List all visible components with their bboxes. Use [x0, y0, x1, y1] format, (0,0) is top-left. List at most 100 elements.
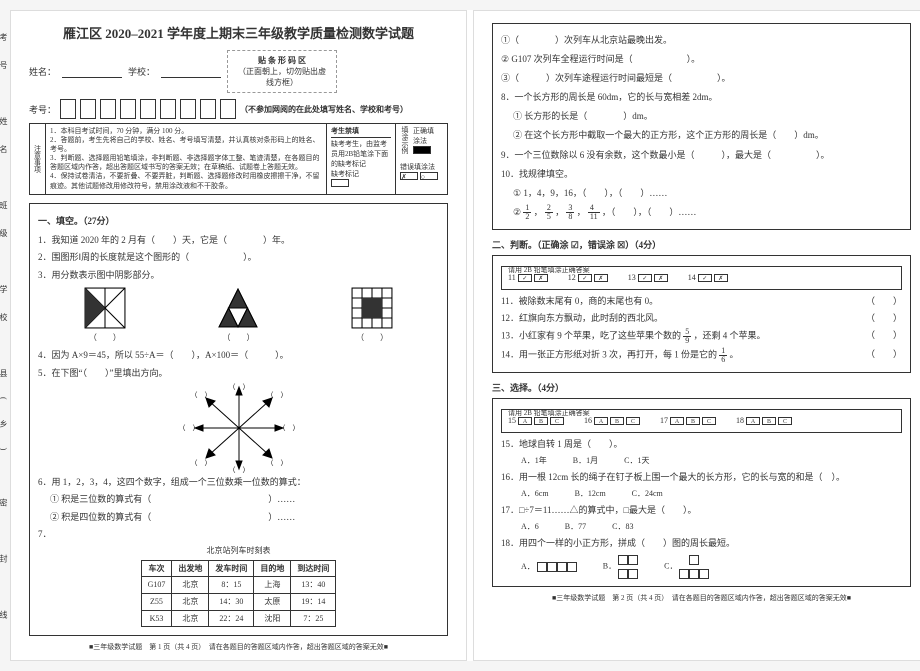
q14a: 14．用一张正方形纸对折 3 次，再打开，每 1 份是它的 — [501, 350, 717, 360]
opt: B．77 — [565, 520, 586, 534]
paren: （ ） — [866, 311, 902, 326]
ticket-row: 考号： （不参加网阅的在此处填写姓名、学校和考号） — [29, 99, 448, 119]
fill-mark-correct — [413, 146, 431, 154]
ticket-cell[interactable] — [80, 99, 96, 119]
ticket-cell[interactable] — [200, 99, 216, 119]
opt-true[interactable]: ✓ — [638, 274, 652, 282]
section3-box: 请用 2B 铅笔填涂正确答案 15 A B C 16 A B C 17 A B … — [492, 398, 911, 587]
name-school-row: 姓名： 学校： 贴 条 形 码 区 （正面朝上，切勿贴出虚线方框） — [29, 50, 448, 93]
q12: 12．红旗向东方飘动，此时刮的西北风。（ ） — [501, 311, 902, 326]
q6a: ① 积是三位数的算式有（ ）…… — [50, 492, 439, 507]
th: 目的地 — [254, 560, 291, 577]
q17: 17．□÷7＝11……△的算式中，□最大是（ ）。 — [501, 503, 902, 518]
shape-square-x: （ ） — [84, 287, 126, 345]
page2-footer: ■三年级数学试题 第 2 页（共 4 页） 请在各题目的答题区域内作答，超出答题… — [492, 593, 911, 603]
opt-a[interactable]: A — [594, 417, 608, 425]
num: 13 — [628, 273, 636, 282]
barcode-area: 贴 条 形 码 区 （正面朝上，切勿贴出虚线方框） — [227, 50, 337, 93]
paren: （ ） — [866, 328, 902, 343]
q7-3: ③（ ）次列车途程运行时间最短是（ ）。 — [501, 70, 902, 87]
q8b: ② 在这个长方形中截取一个最大的正方形，这个正方形的周长是（ ）dm。 — [513, 127, 902, 144]
ticket-cell[interactable] — [120, 99, 136, 119]
q16: 16．用一根 12cm 长的绳子在钉子板上围一个最大的长方形，它的长与宽的和是（… — [501, 470, 902, 485]
q10: 10．找规律填空。 — [501, 166, 902, 183]
frac: 12 — [523, 204, 531, 221]
ticket-cell[interactable] — [60, 99, 76, 119]
td: K53 — [141, 610, 172, 627]
instructions-box: 注意事项 1．本科目考试时间，70 分钟，满分 100 分。 2．答题前，考生先… — [29, 123, 448, 195]
num: 14 — [688, 273, 696, 282]
opt-b[interactable]: B — [762, 417, 776, 425]
q13a: 13．小红家有 9 个苹果，吃了这些苹果个数的 — [501, 331, 681, 341]
q5: 5．在下图“（ ）”里填出方向。 — [38, 366, 439, 381]
judge-answer-box: 请用 2B 铅笔填涂正确答案 11 ✓ ✗ 12 ✓ ✗ 13 ✓ ✗ 14 ✓… — [501, 266, 902, 290]
opt-b[interactable]: B — [610, 417, 624, 425]
frac: 16 — [719, 347, 727, 364]
name-blank[interactable] — [62, 66, 122, 78]
frac: 25 — [545, 204, 553, 221]
exam-ban-col: 考生禁填 缺考考生，由监考员用2B铅笔涂下面的缺考标记 缺考标记 — [327, 124, 395, 194]
q10a: ① 1，4，9，16，（ ），（ ）…… — [513, 185, 902, 202]
instr-line: 3．判断题、选择题用铅笔填涂，非判断题、非选择题字体工整、笔迹清楚，在各题目的答… — [50, 154, 322, 172]
opt-c[interactable]: C — [702, 417, 716, 425]
page-2: ①（ ）次列车从北京站最晚出发。 ② G107 次列车全程运行时间是（ ）。 ③… — [473, 10, 920, 661]
opt-false[interactable]: ✗ — [654, 274, 668, 282]
q1: 1．我知道 2020 年的 2 月有（ ）天，它是（ ）年。 — [38, 233, 439, 248]
num: 17 — [660, 416, 668, 425]
section3-title: 三、选择。（4分） — [492, 381, 911, 394]
frac: 59 — [683, 328, 691, 345]
opt-b: B． — [603, 553, 638, 580]
exam-ban-body: 缺考考生，由监考员用2B铅笔涂下面的缺考标记 — [331, 139, 391, 169]
opt-a[interactable]: A — [746, 417, 760, 425]
ticket-label: 考号： — [29, 103, 56, 116]
ticket-cell[interactable] — [220, 99, 236, 119]
instr-line: 1．本科目考试时间，70 分钟，满分 100 分。 — [50, 127, 322, 136]
q18: 18．用四个一样的小正方形，拼成（ ）图的周长最短。 — [501, 536, 902, 551]
exam-ban-label: 考生禁填 — [331, 126, 391, 138]
square-icon — [689, 569, 699, 579]
td: 7：25 — [291, 610, 336, 627]
ticket-cell[interactable] — [180, 99, 196, 119]
square-icon — [547, 562, 557, 572]
ticket-cell[interactable] — [160, 99, 176, 119]
svg-text:（ ）: （ ） — [266, 459, 287, 467]
opt-label: A． — [521, 562, 535, 571]
ticket-cell[interactable] — [100, 99, 116, 119]
ticket-cell[interactable] — [140, 99, 156, 119]
school-label: 学校： — [128, 65, 155, 78]
absent-mark-label: 缺考标记 — [331, 169, 391, 179]
q14b: 。 — [730, 350, 739, 360]
judge-box-title: 请用 2B 铅笔填涂正确答案 — [508, 265, 590, 277]
q11: 11．被除数末尾有 0，商的末尾也有 0。（ ） — [501, 294, 902, 309]
opt-b[interactable]: B — [686, 417, 700, 425]
absent-mark[interactable] — [331, 179, 349, 187]
svg-text:（ ）: （ ） — [228, 383, 249, 391]
td: 沈阳 — [254, 610, 291, 627]
opt-false[interactable]: ✗ — [714, 274, 728, 282]
paren: （ ） — [866, 294, 902, 309]
opt-c[interactable]: C — [626, 417, 640, 425]
table-row: G107北京8：15上海13：40 — [141, 577, 336, 594]
opt-label: C． — [664, 561, 677, 570]
judge-item: 13 ✓ ✗ — [628, 271, 668, 285]
opt-true[interactable]: ✓ — [698, 274, 712, 282]
school-blank[interactable] — [161, 66, 221, 78]
square-icon — [537, 562, 547, 572]
instr-line: 4．保持试卷清洁，不要折叠、不要弄脏，判断题、选择题修改时用橡皮擦擦干净，不留痕… — [50, 172, 322, 190]
td: 太原 — [254, 594, 291, 611]
q15-opts: A．1年 B．1月 C．1天 — [521, 454, 902, 468]
td: 北京 — [172, 594, 209, 611]
svg-text:（ ）: （ ） — [266, 391, 287, 399]
opt-false[interactable]: ✗ — [594, 274, 608, 282]
opt-a[interactable]: A — [670, 417, 684, 425]
shape-grid: （ ） — [351, 287, 393, 345]
train-table: 车次 出发地 发车时间 目的地 到达时间 G107北京8：15上海13：40 Z… — [141, 560, 337, 627]
opt-c[interactable]: C — [778, 417, 792, 425]
q16-opts: A．6cm B．12cm C．24cm — [521, 487, 902, 501]
th: 车次 — [141, 560, 172, 577]
shape-paren: （ ） — [84, 331, 126, 345]
instructions-label: 注意事项 — [30, 124, 46, 194]
fill-example-col: 填涂示例 正确填涂法 错误填涂法 ✗ ○ — [395, 124, 442, 194]
square-icon — [567, 562, 577, 572]
svg-text:（ ）: （ ） — [278, 424, 299, 432]
